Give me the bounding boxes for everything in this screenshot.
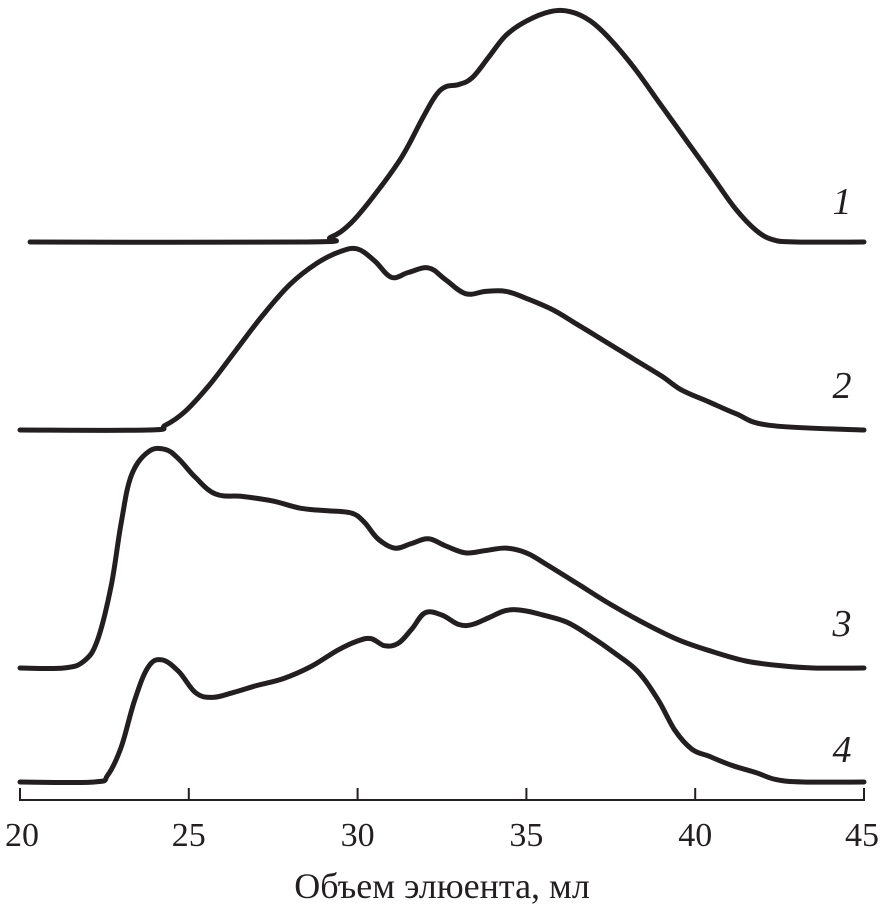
- x-axis-ticks: 20 25 30 35 40 45: [5, 788, 879, 854]
- x-tick-label-40: 40: [678, 817, 712, 854]
- series-label-4: 4: [833, 729, 852, 771]
- x-tick-label-30: 30: [341, 817, 375, 854]
- series-line-3: [17, 445, 867, 672]
- series-labels-layer: 1 2 3 4: [832, 181, 852, 771]
- curves-layer: [17, 7, 867, 786]
- x-tick-label-45: 45: [845, 817, 879, 854]
- series-line-2: [17, 245, 867, 433]
- series-label-3: 3: [832, 603, 852, 645]
- series-line-4: [17, 607, 867, 786]
- x-tick-label-35: 35: [509, 817, 543, 854]
- series-line-1: [27, 7, 867, 245]
- series-label-1: 1: [833, 181, 852, 223]
- x-tick-label-25: 25: [172, 817, 206, 854]
- series-label-2: 2: [833, 365, 852, 407]
- x-axis-label: Объем элюента, мл: [294, 866, 590, 906]
- x-tick-label-20: 20: [5, 817, 39, 854]
